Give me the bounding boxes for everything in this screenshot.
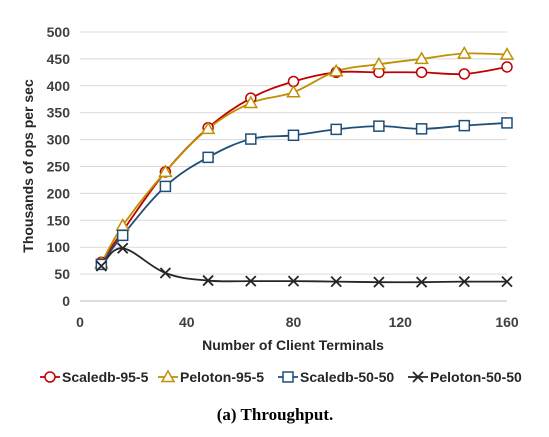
data-point-scaledb-50-50: [287, 129, 300, 142]
data-point-scaledb-50-50: [415, 123, 428, 135]
y-tick-labels: 0 50 100 150 200 250 300 350 400 450 500: [47, 24, 71, 309]
figure-caption: (a) Throughput.: [217, 405, 334, 424]
x-axis-title: Number of Client Terminals: [202, 337, 384, 353]
data-point-scaledb-95-5: [415, 66, 428, 79]
data-point-scaledb-95-5: [501, 61, 513, 73]
data-point-peloton-50-50: [330, 275, 342, 288]
data-point-peloton-50-50: [373, 276, 385, 288]
data-point-scaledb-50-50: [330, 123, 342, 136]
y-tick-label: 500: [47, 24, 71, 40]
x-tick-label: 160: [495, 314, 519, 330]
legend-item-peloton-95-5: Peloton-95-5: [158, 369, 264, 385]
y-tick-label: 450: [47, 51, 71, 67]
data-point-peloton-50-50: [501, 275, 513, 288]
legend-item-peloton-50-50: Peloton-50-50: [408, 369, 522, 385]
data-point-peloton-95-5: [414, 51, 429, 65]
data-point-peloton-50-50: [159, 267, 172, 279]
y-tick-label: 150: [47, 212, 71, 228]
y-tick-label: 50: [54, 266, 70, 282]
data-point-scaledb-50-50: [95, 258, 108, 271]
data-point-peloton-95-5: [286, 84, 301, 98]
data-point-scaledb-95-5: [458, 68, 471, 80]
data-point-peloton-50-50: [458, 275, 470, 288]
x-tick-label: 40: [179, 314, 195, 330]
data-point-peloton-95-5: [243, 95, 259, 109]
data-point-scaledb-50-50: [458, 119, 471, 132]
data-point-peloton-50-50: [245, 275, 257, 287]
data-point-peloton-95-5: [158, 164, 173, 178]
legend-marker: [160, 369, 176, 383]
y-tick-label: 0: [62, 293, 70, 309]
y-tick-label: 200: [47, 185, 71, 201]
y-axis-title: Thousands of ops per sec: [20, 79, 36, 253]
legend-marker: [44, 371, 56, 383]
data-point-scaledb-50-50: [373, 120, 385, 132]
caption-text: Throughput.: [241, 405, 334, 424]
legend-label: Scaledb-95-5: [62, 369, 149, 385]
x-tick-label: 0: [76, 314, 84, 330]
legend-item-scaledb-95-5: Scaledb-95-5: [40, 369, 149, 385]
data-point-peloton-50-50: [415, 276, 428, 288]
data-point-peloton-95-5: [328, 63, 344, 77]
data-point-scaledb-50-50: [501, 117, 513, 129]
legend-label: Peloton-50-50: [430, 369, 522, 385]
data-point-scaledb-50-50: [159, 180, 172, 193]
data-point-scaledb-50-50: [202, 151, 214, 164]
data-point-peloton-95-5: [499, 47, 515, 60]
y-tick-label: 400: [47, 78, 71, 94]
data-point-peloton-95-5: [371, 56, 387, 70]
legend-label: Peloton-95-5: [180, 369, 264, 385]
x-tick-labels: 0 40 80 120 160: [76, 314, 519, 330]
legend-marker: [282, 371, 294, 383]
data-point-peloton-95-5: [200, 121, 216, 135]
x-tick-label: 80: [286, 314, 302, 330]
y-tick-label: 350: [47, 105, 71, 121]
data-point-scaledb-50-50: [245, 133, 257, 145]
legend-marker: [412, 371, 424, 383]
legend-label: Scaledb-50-50: [300, 369, 394, 385]
y-tick-label: 300: [47, 132, 71, 148]
caption-label: (a): [217, 405, 237, 424]
data-point-scaledb-50-50: [116, 229, 129, 242]
y-tick-label: 250: [47, 159, 71, 175]
series-markers: [94, 46, 515, 288]
legend-item-scaledb-50-50: Scaledb-50-50: [278, 369, 394, 385]
data-point-peloton-50-50: [117, 242, 129, 254]
data-point-peloton-95-5: [457, 46, 472, 59]
legend: Scaledb-95-5 Peloton-95-5 Scaledb-50-50 Pel…: [40, 369, 522, 385]
y-tick-label: 100: [47, 239, 71, 255]
data-point-peloton-50-50: [202, 274, 214, 287]
data-point-peloton-50-50: [287, 275, 300, 287]
data-point-peloton-50-50: [95, 260, 107, 272]
x-tick-label: 120: [389, 314, 413, 330]
